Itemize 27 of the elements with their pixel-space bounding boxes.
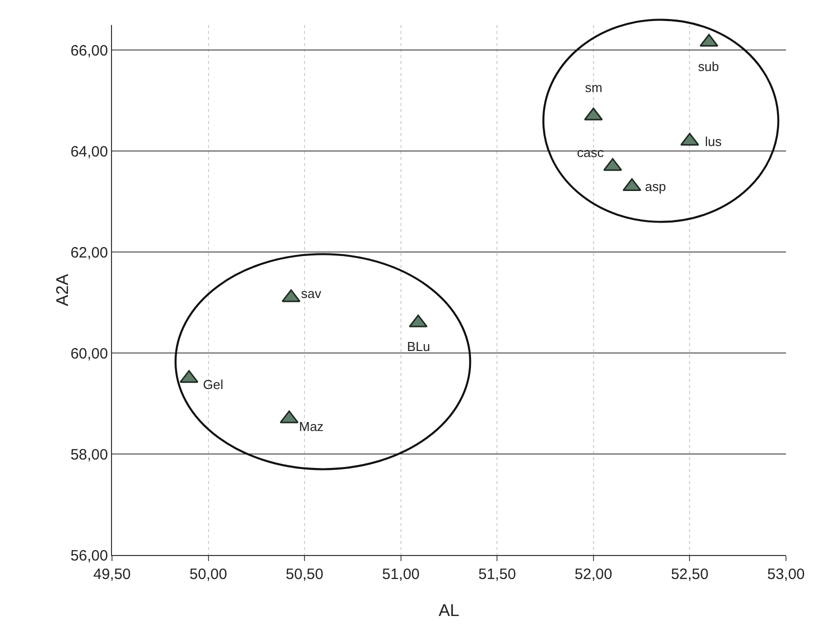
annotation: lus	[705, 134, 722, 149]
y-axis-title: A2A	[53, 273, 72, 306]
x-tick-label: 50,00	[190, 566, 228, 583]
y-tick-label: 56,00	[70, 547, 108, 564]
x-tick-label: 50,50	[286, 566, 324, 583]
annotation: sav	[301, 286, 322, 301]
point	[622, 178, 642, 192]
annotation: BLu	[407, 339, 430, 354]
point	[700, 34, 718, 47]
y-tick-label: 58,00	[70, 446, 108, 464]
annotation: sm	[585, 80, 602, 95]
x-tick-label: 51,00	[382, 566, 420, 583]
y-tick-label: 62,00	[70, 244, 108, 262]
x-axis-title: AL	[438, 601, 460, 620]
annotation: sub	[698, 59, 719, 74]
x-tick-label: 49,50	[93, 566, 131, 583]
annotation: Maz	[299, 419, 324, 434]
annotation: Gel	[203, 377, 224, 392]
y-tick-label: 64,00	[70, 143, 108, 160]
y-tick-label: 66,00	[70, 42, 108, 60]
y-tick-label: 60,00	[70, 345, 108, 362]
x-tick-label: 53,00	[767, 566, 805, 583]
x-tick-label: 52,00	[574, 566, 612, 583]
x-tick-label: 51,50	[478, 566, 516, 583]
x-tick-label: 52,50	[670, 566, 708, 583]
point	[282, 289, 300, 302]
annotation: asp	[645, 179, 666, 194]
